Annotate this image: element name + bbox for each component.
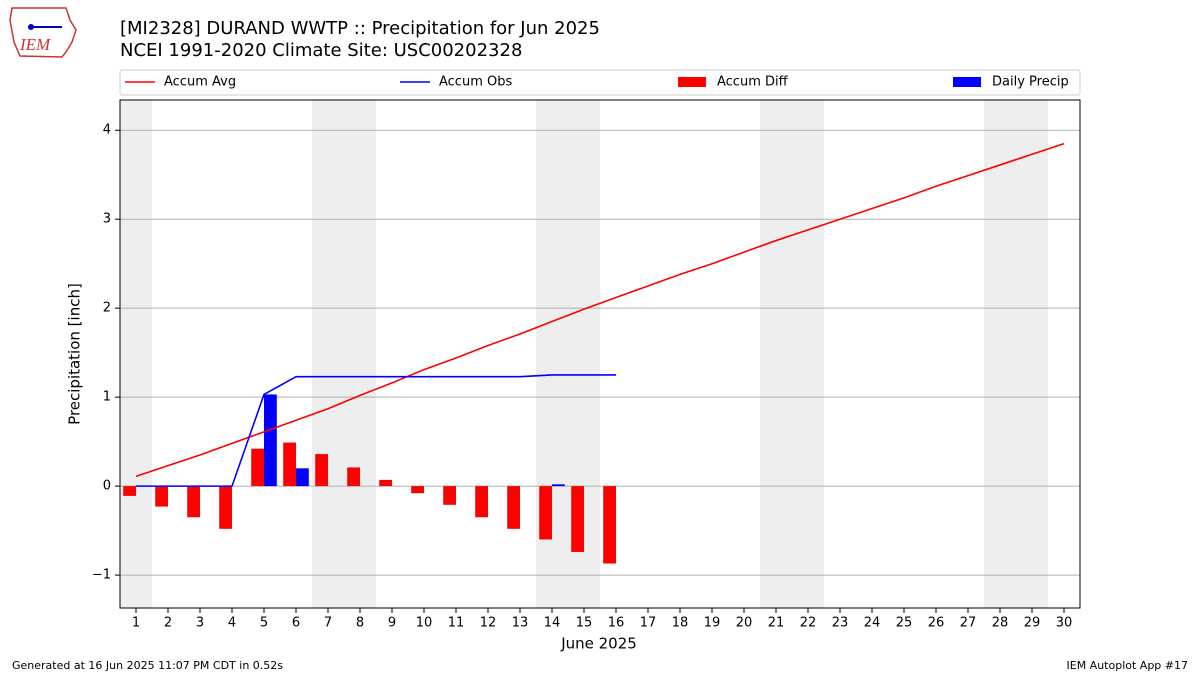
- logo-outline: [9, 7, 77, 58]
- bar: [264, 394, 277, 487]
- weekend-shade: [1016, 100, 1048, 608]
- x-tick-label: 6: [292, 616, 300, 631]
- legend-swatch: [678, 77, 706, 87]
- x-tick-label: 18: [672, 616, 689, 631]
- x-tick-label: 21: [768, 616, 785, 631]
- x-tick-label: 4: [228, 616, 236, 631]
- x-tick-label: 30: [1056, 616, 1073, 631]
- bar: [347, 467, 360, 487]
- bar: [155, 486, 168, 507]
- bar: [219, 486, 232, 529]
- legend-label: Accum Diff: [717, 75, 789, 90]
- y-tick-label: −1: [92, 568, 111, 583]
- x-tick-label: 1: [132, 616, 140, 631]
- footer-right: IEM Autoplot App #17: [1067, 659, 1189, 672]
- x-tick-label: 25: [896, 616, 913, 631]
- y-tick-label: 1: [103, 390, 111, 405]
- bar: [123, 486, 136, 496]
- weekend-shade: [344, 100, 376, 608]
- footer-left: Generated at 16 Jun 2025 11:07 PM CDT in…: [12, 659, 283, 672]
- bar: [315, 454, 328, 487]
- legend-swatch: [953, 77, 981, 87]
- bar: [251, 448, 264, 487]
- x-tick-label: 23: [832, 616, 849, 631]
- bar: [475, 486, 488, 518]
- x-tick-label: 26: [928, 616, 945, 631]
- bar: [507, 486, 520, 529]
- bar: [571, 486, 584, 552]
- y-tick-label: 4: [103, 123, 111, 138]
- legend-label: Accum Avg: [164, 75, 236, 90]
- x-axis-label: June 2025: [560, 635, 637, 653]
- weekend-shade: [312, 100, 344, 608]
- bar: [603, 486, 616, 564]
- y-tick-label: 3: [103, 212, 111, 227]
- chart-subtitle: NCEI 1991-2020 Climate Site: USC00202328: [120, 40, 522, 61]
- bar: [187, 486, 200, 518]
- x-tick-label: 14: [544, 616, 561, 631]
- x-tick-label: 17: [640, 616, 657, 631]
- bar: [296, 468, 309, 487]
- logo-dot: [28, 24, 34, 30]
- legend-label: Daily Precip: [992, 75, 1069, 90]
- bar: [379, 479, 392, 487]
- y-axis-label: Precipitation [inch]: [66, 283, 84, 425]
- x-tick-label: 3: [196, 616, 204, 631]
- x-tick-label: 22: [800, 616, 817, 631]
- chart-title: [MI2328] DURAND WWTP :: Precipitation fo…: [120, 18, 600, 39]
- x-tick-label: 29: [1024, 616, 1041, 631]
- weekend-shade: [760, 100, 792, 608]
- x-tick-label: 24: [864, 616, 881, 631]
- x-tick-label: 8: [356, 616, 364, 631]
- legend: [119, 69, 1081, 96]
- x-tick-label: 16: [608, 616, 625, 631]
- x-tick-label: 2: [164, 616, 172, 631]
- weekend-shade: [120, 100, 152, 608]
- y-tick-label: 2: [103, 301, 111, 316]
- bar: [552, 484, 565, 487]
- line: [136, 374, 616, 487]
- logo-text: IEM: [19, 35, 51, 54]
- bar: [411, 486, 424, 494]
- y-tick-label: 0: [103, 479, 111, 494]
- x-tick-label: 28: [992, 616, 1009, 631]
- logo: IEM: [9, 7, 77, 58]
- x-tick-label: 5: [260, 616, 268, 631]
- x-tick-label: 20: [736, 616, 753, 631]
- line: [135, 142, 1065, 478]
- plot-frame: [119, 99, 1081, 609]
- bar: [539, 486, 552, 540]
- x-tick-label: 10: [416, 616, 433, 631]
- plot-area: [120, 100, 1080, 608]
- x-tick-label: 15: [576, 616, 593, 631]
- x-tick-label: 27: [960, 616, 977, 631]
- bar: [443, 486, 456, 505]
- x-tick-label: 19: [704, 616, 721, 631]
- x-tick-label: 13: [512, 616, 529, 631]
- legend-label: Accum Obs: [439, 75, 512, 90]
- x-tick-label: 11: [448, 616, 465, 631]
- bar: [283, 442, 296, 487]
- weekend-shade: [984, 100, 1016, 608]
- x-tick-label: 7: [324, 616, 332, 631]
- weekend-shade: [792, 100, 824, 608]
- x-tick-label: 12: [480, 616, 497, 631]
- x-tick-label: 9: [388, 616, 396, 631]
